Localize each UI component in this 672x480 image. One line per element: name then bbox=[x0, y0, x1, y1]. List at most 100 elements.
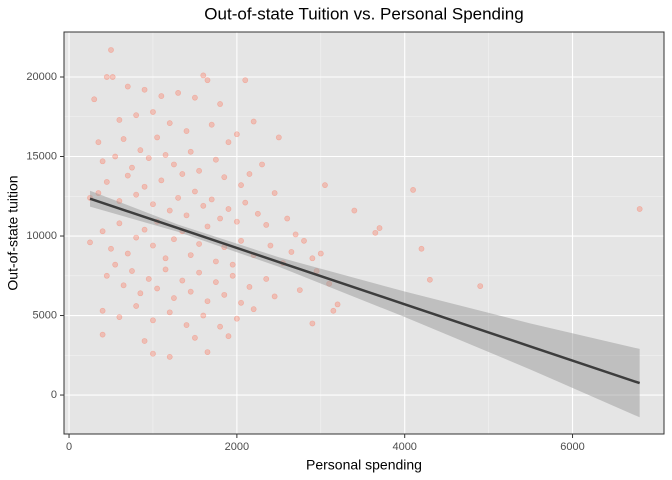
point bbox=[217, 215, 223, 222]
point bbox=[426, 276, 433, 283]
point bbox=[212, 156, 219, 163]
point bbox=[154, 134, 161, 141]
point bbox=[116, 314, 123, 321]
point bbox=[91, 96, 98, 103]
point bbox=[263, 221, 270, 228]
point bbox=[208, 121, 215, 128]
point bbox=[124, 172, 131, 179]
point bbox=[284, 215, 291, 222]
point bbox=[171, 295, 177, 301]
point bbox=[103, 74, 110, 80]
point bbox=[271, 293, 278, 300]
point bbox=[217, 101, 223, 107]
y-tick-label: 0 bbox=[51, 389, 57, 401]
point bbox=[233, 218, 240, 225]
point bbox=[133, 303, 140, 309]
point bbox=[212, 258, 219, 265]
point bbox=[133, 234, 140, 241]
point bbox=[137, 147, 144, 154]
x-tick-label: 6000 bbox=[560, 441, 584, 453]
point bbox=[112, 153, 119, 160]
point bbox=[196, 269, 203, 276]
point bbox=[99, 158, 106, 165]
point bbox=[179, 277, 186, 284]
point bbox=[212, 279, 219, 286]
point bbox=[124, 250, 131, 257]
point bbox=[112, 261, 119, 268]
point bbox=[271, 190, 278, 196]
point bbox=[166, 120, 173, 127]
point bbox=[301, 237, 307, 244]
point bbox=[242, 77, 249, 84]
point bbox=[376, 225, 383, 231]
point bbox=[254, 210, 261, 217]
point bbox=[150, 109, 156, 115]
point bbox=[242, 199, 249, 206]
point bbox=[150, 350, 156, 357]
point bbox=[137, 290, 144, 297]
point bbox=[225, 139, 232, 146]
point bbox=[217, 323, 223, 330]
point bbox=[99, 331, 106, 338]
point bbox=[108, 245, 114, 252]
point bbox=[238, 237, 244, 244]
point bbox=[141, 226, 148, 233]
point bbox=[204, 77, 211, 84]
point bbox=[250, 306, 257, 313]
point bbox=[200, 72, 207, 79]
point bbox=[208, 196, 215, 203]
point bbox=[246, 284, 253, 290]
point bbox=[267, 242, 274, 249]
panel-border bbox=[63, 31, 665, 435]
point bbox=[200, 312, 207, 319]
point bbox=[238, 299, 244, 306]
point bbox=[183, 212, 190, 219]
point bbox=[154, 285, 161, 292]
point bbox=[162, 266, 169, 273]
point bbox=[410, 187, 416, 193]
point bbox=[166, 207, 173, 214]
point bbox=[108, 47, 114, 53]
point bbox=[192, 188, 198, 195]
point bbox=[99, 307, 106, 314]
point bbox=[225, 206, 232, 212]
point bbox=[330, 307, 337, 314]
point bbox=[171, 236, 177, 243]
point bbox=[103, 179, 110, 185]
point bbox=[204, 298, 211, 305]
point bbox=[204, 223, 211, 230]
point bbox=[418, 245, 425, 252]
point bbox=[204, 349, 211, 356]
point bbox=[103, 272, 110, 279]
point bbox=[200, 202, 207, 209]
point bbox=[183, 322, 190, 328]
x-tick-label: 0 bbox=[66, 441, 72, 453]
point bbox=[158, 177, 165, 184]
point bbox=[309, 320, 316, 327]
point bbox=[175, 90, 182, 96]
point bbox=[175, 194, 182, 201]
point bbox=[124, 83, 131, 90]
point bbox=[145, 276, 152, 282]
x-axis-label: Personal spending bbox=[306, 457, 422, 473]
point bbox=[309, 255, 316, 262]
point bbox=[116, 220, 123, 227]
point bbox=[229, 272, 236, 279]
point bbox=[166, 309, 173, 316]
point bbox=[192, 94, 198, 101]
point bbox=[116, 117, 123, 123]
point bbox=[636, 206, 643, 212]
point bbox=[322, 182, 328, 189]
y-tick-label: 15000 bbox=[26, 150, 57, 162]
point bbox=[296, 287, 303, 293]
point bbox=[87, 239, 93, 246]
point bbox=[150, 242, 156, 249]
point bbox=[133, 112, 140, 119]
point bbox=[292, 231, 299, 238]
y-tick-label: 5000 bbox=[33, 309, 57, 321]
x-tick-label: 2000 bbox=[225, 441, 249, 453]
point bbox=[171, 161, 177, 168]
point bbox=[246, 171, 253, 177]
point bbox=[238, 182, 244, 189]
